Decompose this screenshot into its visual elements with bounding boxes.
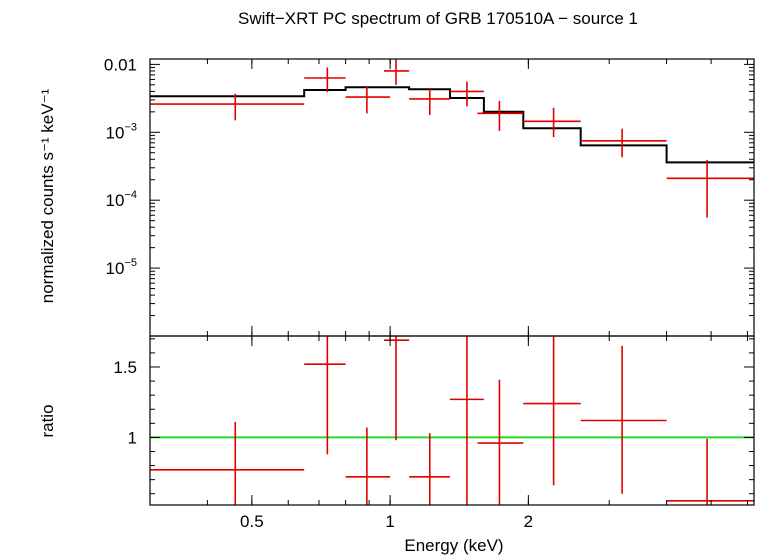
top-plot-area xyxy=(150,59,754,218)
x-tick-label: 0.5 xyxy=(240,512,264,531)
ratio-point xyxy=(449,336,484,505)
ratio-point xyxy=(150,421,305,505)
top-axis-ticks xyxy=(149,59,754,337)
x-tick-labels: 0.5 1 2 xyxy=(240,512,533,531)
bottom-plot-area xyxy=(150,336,754,505)
top-y-tick-label: 10−3 xyxy=(106,121,137,142)
top-y-tick-labels: 0.01 10−3 10−4 10−5 xyxy=(104,55,137,278)
x-axis-label: Energy (keV) xyxy=(404,536,503,555)
bottom-y-axis-label: ratio xyxy=(38,404,57,437)
data-point xyxy=(304,67,346,93)
ratio-point xyxy=(477,379,524,505)
x-tick-label: 1 xyxy=(385,512,394,531)
data-point xyxy=(384,59,410,85)
data-point xyxy=(523,107,581,138)
data-point xyxy=(345,86,391,114)
ratio-point xyxy=(523,336,581,486)
data-point xyxy=(449,81,484,107)
top-y-tick-label: 10−4 xyxy=(106,189,137,210)
top-panel-frame xyxy=(149,58,755,337)
ratio-point xyxy=(345,427,391,505)
data-point xyxy=(580,128,667,158)
top-y-tick-label: 10−5 xyxy=(106,257,137,278)
top-y-axis-label: normalized counts s⁻¹ keV⁻¹ xyxy=(38,88,57,303)
data-point xyxy=(477,100,524,131)
data-point xyxy=(409,87,450,115)
top-panel: 0.01 10−3 10−4 10−5 normalized counts s⁻¹ k… xyxy=(38,55,755,337)
bottom-y-tick-label: 1 xyxy=(128,428,137,447)
chart-title: Swift−XRT PC spectrum of GRB 170510A − s… xyxy=(238,9,638,28)
ratio-point xyxy=(384,336,410,441)
data-point xyxy=(666,160,754,218)
data-point xyxy=(150,93,305,121)
bottom-y-tick-labels: 11.5 xyxy=(113,358,137,447)
bottom-panel-frame xyxy=(149,335,755,506)
bottom-panel: 11.5 ratio xyxy=(38,335,755,506)
ratio-point xyxy=(666,438,754,505)
ratio-point xyxy=(304,336,346,455)
bottom-y-tick-label: 1.5 xyxy=(113,358,137,377)
model-line xyxy=(150,86,754,164)
x-tick-label: 2 xyxy=(524,512,533,531)
bottom-axis-ticks xyxy=(149,336,754,505)
ratio-point xyxy=(409,433,450,505)
ratio-point xyxy=(580,345,667,494)
top-y-tick-label: 0.01 xyxy=(104,55,137,74)
